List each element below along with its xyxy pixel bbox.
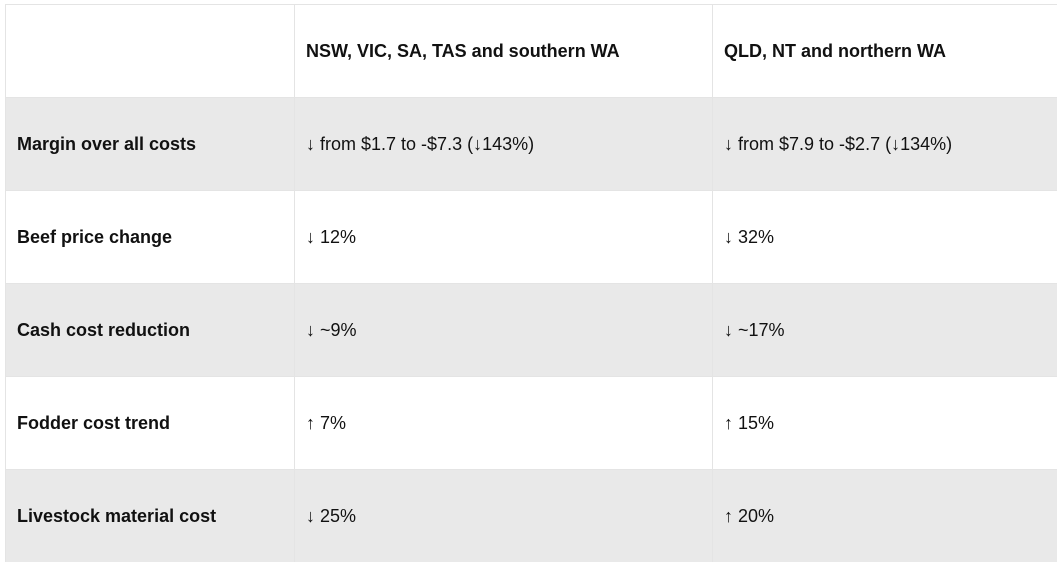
row-label: Livestock material cost	[5, 469, 295, 562]
cell: ↓ ~17%	[712, 283, 1057, 377]
cell: ↓ 12%	[294, 190, 713, 284]
header-cell: NSW, VIC, SA, TAS and southern WA	[294, 4, 713, 98]
table-row: Fodder cost trend ↑ 7% ↑ 15%	[5, 376, 1057, 470]
row-label: Beef price change	[5, 190, 295, 284]
cell: ↓ ~9%	[294, 283, 713, 377]
cell: ↓ 25%	[294, 469, 713, 562]
cell: ↑ 7%	[294, 376, 713, 470]
comparison-table: NSW, VIC, SA, TAS and southern WA QLD, NT…	[5, 4, 1057, 562]
row-label: Margin over all costs	[5, 97, 295, 191]
cell: ↓ from $7.9 to -$2.7 (↓134%)	[712, 97, 1057, 191]
table-body: Margin over all costs ↓ from $1.7 to -$7.…	[5, 97, 1057, 562]
cell: ↑ 15%	[712, 376, 1057, 470]
row-label: Fodder cost trend	[5, 376, 295, 470]
header-cell	[5, 4, 295, 98]
header-cell: QLD, NT and northern WA	[712, 4, 1057, 98]
cell: ↑ 20%	[712, 469, 1057, 562]
cell: ↓ 32%	[712, 190, 1057, 284]
table-row: Livestock material cost ↓ 25% ↑ 20%	[5, 469, 1057, 562]
row-label: Cash cost reduction	[5, 283, 295, 377]
table-row: Beef price change ↓ 12% ↓ 32%	[5, 190, 1057, 284]
table-row: Cash cost reduction ↓ ~9% ↓ ~17%	[5, 283, 1057, 377]
header-row: NSW, VIC, SA, TAS and southern WA QLD, NT…	[5, 4, 1057, 98]
cell: ↓ from $1.7 to -$7.3 (↓143%)	[294, 97, 713, 191]
table-row: Margin over all costs ↓ from $1.7 to -$7.…	[5, 97, 1057, 191]
